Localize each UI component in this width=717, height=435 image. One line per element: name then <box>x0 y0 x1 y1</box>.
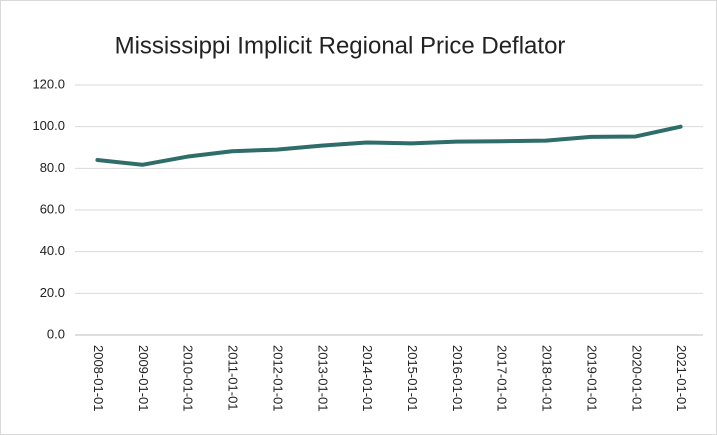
chart-title: Mississippi Implicit Regional Price Defl… <box>115 32 566 59</box>
x-tick-label: 2010-01-01 <box>181 345 196 412</box>
y-tick-label: 80.0 <box>40 160 65 175</box>
x-tick-label: 2009-01-01 <box>136 345 151 412</box>
line <box>95 124 683 167</box>
x-tick-label: 2013-01-01 <box>315 345 330 412</box>
x-tick-label: 2018-01-01 <box>540 345 555 412</box>
x-tick-label: 2019-01-01 <box>584 345 599 412</box>
x-tick-label: 2020-01-01 <box>629 345 644 412</box>
x-tick-label: 2021-01-01 <box>674 345 689 412</box>
x-tick-label: 2015-01-01 <box>405 345 420 412</box>
x-tick-label: 2011-01-01 <box>226 345 241 411</box>
y-tick-label: 100.0 <box>32 118 65 133</box>
y-tick-label: 120.0 <box>32 76 65 91</box>
y-tick-label: 40.0 <box>40 243 65 258</box>
x-tick-label: 2014-01-01 <box>360 345 375 412</box>
y-tick-label: 60.0 <box>40 201 65 216</box>
y-tick-label: 20.0 <box>40 285 65 300</box>
x-tick-label: 2016-01-01 <box>450 345 465 412</box>
x-tick-label: 2017-01-01 <box>495 345 510 411</box>
y-tick-label: 0.0 <box>47 326 65 341</box>
x-tick-label: 2012-01-01 <box>270 345 285 412</box>
x-tick-label: 2008-01-01 <box>91 345 106 412</box>
